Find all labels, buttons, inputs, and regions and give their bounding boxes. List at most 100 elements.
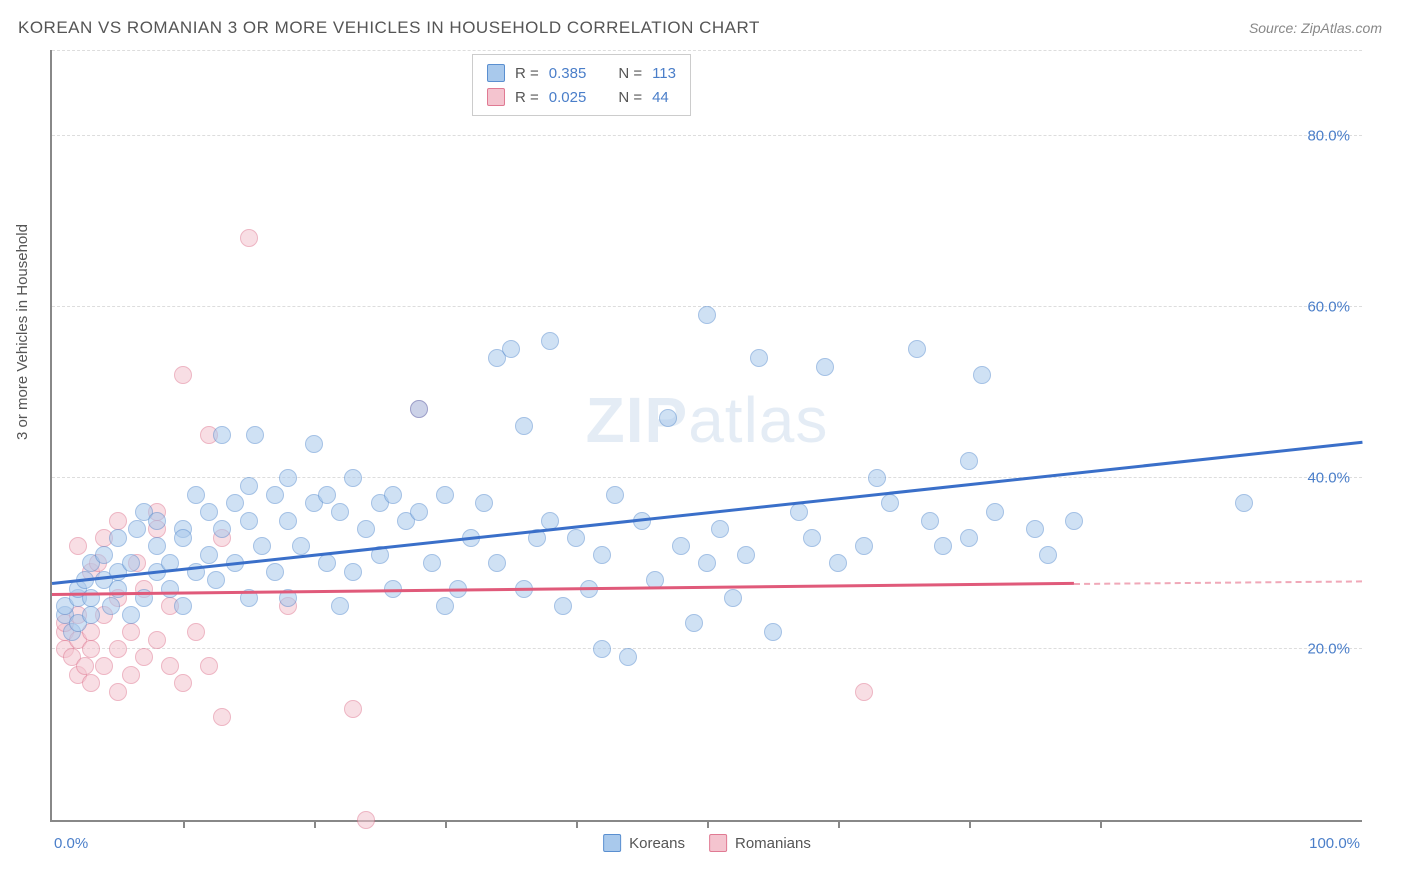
data-point-korean	[148, 512, 166, 530]
swatch-romanians	[709, 834, 727, 852]
x-axis-max-label: 100.0%	[1309, 835, 1360, 852]
data-point-korean	[1235, 494, 1253, 512]
legend-label-koreans: Koreans	[629, 835, 685, 852]
gridline	[52, 648, 1362, 649]
n-value-koreans: 113	[652, 65, 676, 82]
data-point-korean	[436, 597, 454, 615]
trendline-romanians-ext	[1074, 580, 1362, 585]
r-label: R =	[515, 89, 539, 106]
data-point-korean	[1026, 520, 1044, 538]
data-point-korean	[240, 477, 258, 495]
data-point-korean	[102, 597, 120, 615]
r-label: R =	[515, 65, 539, 82]
data-point-korean	[829, 554, 847, 572]
data-point-korean	[148, 537, 166, 555]
x-tick	[445, 820, 447, 828]
x-tick	[838, 820, 840, 828]
data-point-romanian	[135, 648, 153, 666]
gridline	[52, 50, 1362, 51]
swatch-koreans	[603, 834, 621, 852]
data-point-korean	[344, 563, 362, 581]
data-point-korean	[240, 512, 258, 530]
data-point-korean	[986, 503, 1004, 521]
data-point-korean	[331, 597, 349, 615]
data-point-korean	[934, 537, 952, 555]
data-point-korean	[292, 537, 310, 555]
watermark: ZIPatlas	[586, 383, 829, 457]
data-point-korean	[410, 400, 428, 418]
data-point-korean	[95, 546, 113, 564]
data-point-romanian	[855, 683, 873, 701]
data-point-korean	[109, 580, 127, 598]
data-point-korean	[266, 563, 284, 581]
x-tick	[1100, 820, 1102, 828]
data-point-korean	[515, 417, 533, 435]
data-point-korean	[881, 494, 899, 512]
n-label: N =	[618, 65, 642, 82]
data-point-romanian	[82, 674, 100, 692]
data-point-korean	[960, 452, 978, 470]
data-point-romanian	[240, 229, 258, 247]
data-point-korean	[423, 554, 441, 572]
data-point-korean	[279, 469, 297, 487]
data-point-romanian	[187, 623, 205, 641]
data-point-korean	[174, 597, 192, 615]
data-point-korean	[960, 529, 978, 547]
data-point-korean	[384, 486, 402, 504]
data-point-korean	[750, 349, 768, 367]
data-point-romanian	[200, 657, 218, 675]
data-point-romanian	[122, 623, 140, 641]
legend-item-romanians: Romanians	[709, 834, 811, 852]
n-label: N =	[618, 89, 642, 106]
data-point-korean	[213, 520, 231, 538]
data-point-korean	[502, 340, 520, 358]
data-point-korean	[816, 358, 834, 376]
data-point-korean	[475, 494, 493, 512]
data-point-korean	[593, 640, 611, 658]
source-attribution: Source: ZipAtlas.com	[1249, 20, 1382, 36]
data-point-korean	[246, 426, 264, 444]
data-point-korean	[344, 469, 362, 487]
legend-item-koreans: Koreans	[603, 834, 685, 852]
x-tick	[314, 820, 316, 828]
data-point-korean	[973, 366, 991, 384]
data-point-korean	[331, 503, 349, 521]
data-point-korean	[187, 486, 205, 504]
data-point-korean	[207, 571, 225, 589]
r-value-romanians: 0.025	[549, 89, 587, 106]
data-point-korean	[410, 503, 428, 521]
data-point-korean	[619, 648, 637, 666]
chart-title: KOREAN VS ROMANIAN 3 OR MORE VEHICLES IN…	[18, 18, 760, 38]
stats-row-romanians: R = 0.025 N = 44	[487, 85, 676, 109]
data-point-korean	[318, 486, 336, 504]
trendline-romanians	[52, 582, 1074, 596]
data-point-korean	[803, 529, 821, 547]
data-point-korean	[764, 623, 782, 641]
data-point-korean	[109, 529, 127, 547]
data-point-korean	[318, 554, 336, 572]
data-point-korean	[593, 546, 611, 564]
data-point-korean	[357, 520, 375, 538]
data-point-korean	[855, 537, 873, 555]
x-tick	[183, 820, 185, 828]
data-point-romanian	[109, 640, 127, 658]
x-tick	[576, 820, 578, 828]
y-tick-label: 60.0%	[1307, 298, 1350, 315]
data-point-korean	[213, 426, 231, 444]
data-point-korean	[128, 520, 146, 538]
data-point-korean	[868, 469, 886, 487]
data-point-korean	[226, 494, 244, 512]
data-point-korean	[82, 606, 100, 624]
data-point-korean	[266, 486, 284, 504]
data-point-korean	[554, 597, 572, 615]
y-tick-label: 80.0%	[1307, 127, 1350, 144]
data-point-romanian	[76, 657, 94, 675]
data-point-korean	[921, 512, 939, 530]
data-point-romanian	[95, 657, 113, 675]
data-point-romanian	[357, 811, 375, 829]
data-point-romanian	[109, 683, 127, 701]
legend-label-romanians: Romanians	[735, 835, 811, 852]
data-point-romanian	[161, 657, 179, 675]
data-point-korean	[1065, 512, 1083, 530]
stats-legend-box: R = 0.385 N = 113 R = 0.025 N = 44	[472, 54, 691, 116]
